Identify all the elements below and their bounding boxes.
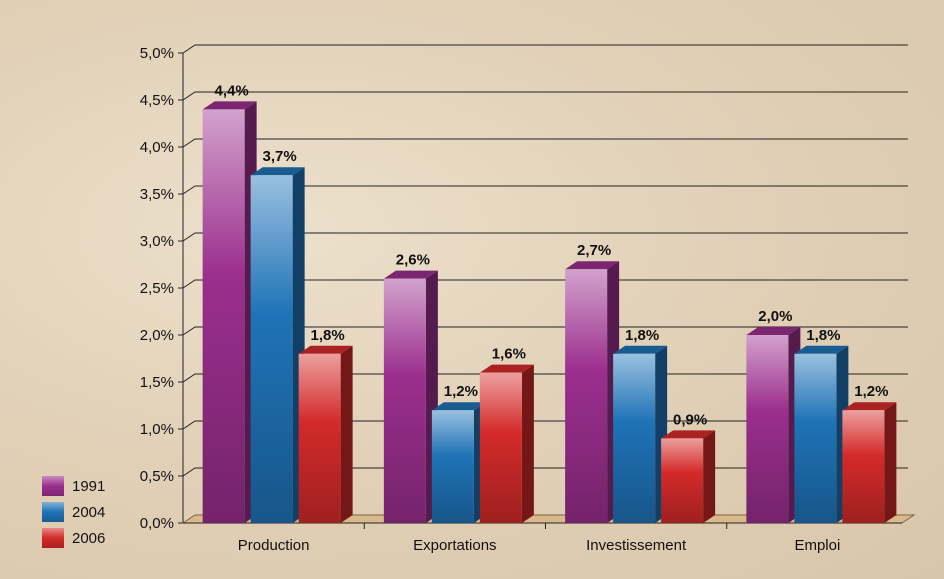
data-label: 0,9% [673, 411, 707, 428]
bar-top [613, 345, 668, 354]
y-tick-label: 3,0% [140, 233, 174, 250]
gridline [182, 138, 908, 148]
bar-side [884, 402, 897, 523]
bar [842, 402, 897, 523]
bar-front [794, 353, 837, 523]
y-tick-label: 4,0% [140, 139, 174, 156]
gridline [182, 326, 908, 336]
bar-front [202, 109, 245, 524]
bar [383, 270, 438, 523]
y-tick-label: 0,0% [140, 515, 174, 532]
y-tick-label: 0,5% [140, 468, 174, 485]
bar-front [383, 278, 426, 523]
legend-item-2004: 2004 [42, 502, 105, 522]
x-tick-label: Emploi [794, 537, 840, 554]
bar-side [521, 364, 534, 523]
y-tick-label: 1,5% [140, 374, 174, 391]
data-label: 1,6% [492, 346, 526, 363]
bar-top [479, 364, 534, 373]
legend-label-1991: 1991 [72, 477, 106, 495]
bar-front [298, 353, 341, 523]
bar-top [842, 402, 897, 411]
bar-top [794, 345, 849, 354]
legend-item-2006: 2006 [42, 528, 105, 548]
bar [250, 167, 305, 523]
bar-front [479, 372, 522, 523]
bar [298, 345, 353, 523]
data-label: 1,8% [806, 327, 840, 344]
bar [794, 345, 849, 523]
data-label: 1,2% [444, 383, 478, 400]
bar-front [661, 438, 704, 523]
data-label: 2,7% [577, 242, 611, 259]
y-tick-label: 2,0% [140, 327, 174, 344]
bar [661, 430, 716, 523]
data-label: 3,7% [263, 148, 297, 165]
bar-front [565, 269, 608, 523]
bar [565, 261, 620, 523]
bar [479, 364, 534, 523]
gridline [182, 185, 908, 195]
bar-top [431, 402, 486, 411]
gridline [182, 279, 908, 289]
gridline [182, 373, 908, 383]
legend-swatch-2004 [42, 502, 64, 522]
bar-top [565, 261, 620, 270]
bar-front [431, 410, 474, 523]
y-tick-label: 2,5% [140, 280, 174, 297]
gridline [182, 91, 908, 101]
gridline [182, 44, 908, 54]
data-label: 2,0% [758, 308, 792, 325]
data-label: 2,6% [396, 252, 430, 269]
bar-top [250, 167, 305, 176]
y-tick-label: 1,0% [140, 421, 174, 438]
bar-side [703, 430, 716, 523]
legend-swatch-1991 [42, 476, 64, 496]
y-tick-label: 4,5% [140, 92, 174, 109]
y-tick-label: 3,5% [140, 186, 174, 203]
legend-swatch-2006 [42, 528, 64, 548]
bar [613, 345, 668, 523]
bar-top [661, 430, 716, 439]
data-label: 4,4% [215, 82, 249, 99]
bar-top [383, 270, 438, 279]
legend-label-2006: 2006 [72, 529, 106, 547]
data-label: 1,8% [625, 327, 659, 344]
x-tick-label: Exportations [413, 537, 496, 554]
data-label: 1,2% [854, 383, 888, 400]
x-tick-label: Production [238, 537, 310, 554]
bar [202, 101, 257, 524]
bar-front [613, 353, 656, 523]
legend-item-1991: 1991 [42, 476, 105, 496]
bar [746, 327, 801, 523]
bar-top [298, 345, 353, 354]
y-tick-label: 5,0% [140, 45, 174, 62]
bar-side [340, 345, 353, 523]
data-label: 1,8% [311, 327, 345, 344]
gridline [182, 232, 908, 242]
bar-top [202, 101, 257, 110]
bar-front [250, 175, 293, 523]
legend: 1991 2004 2006 [42, 476, 105, 548]
bar-front [842, 410, 885, 523]
x-tick-label: Investissement [586, 537, 687, 554]
bar [431, 402, 486, 523]
gridline [182, 420, 908, 430]
bar-top [746, 327, 801, 335]
legend-label-2004: 2004 [72, 503, 106, 521]
bar-front [746, 335, 789, 523]
